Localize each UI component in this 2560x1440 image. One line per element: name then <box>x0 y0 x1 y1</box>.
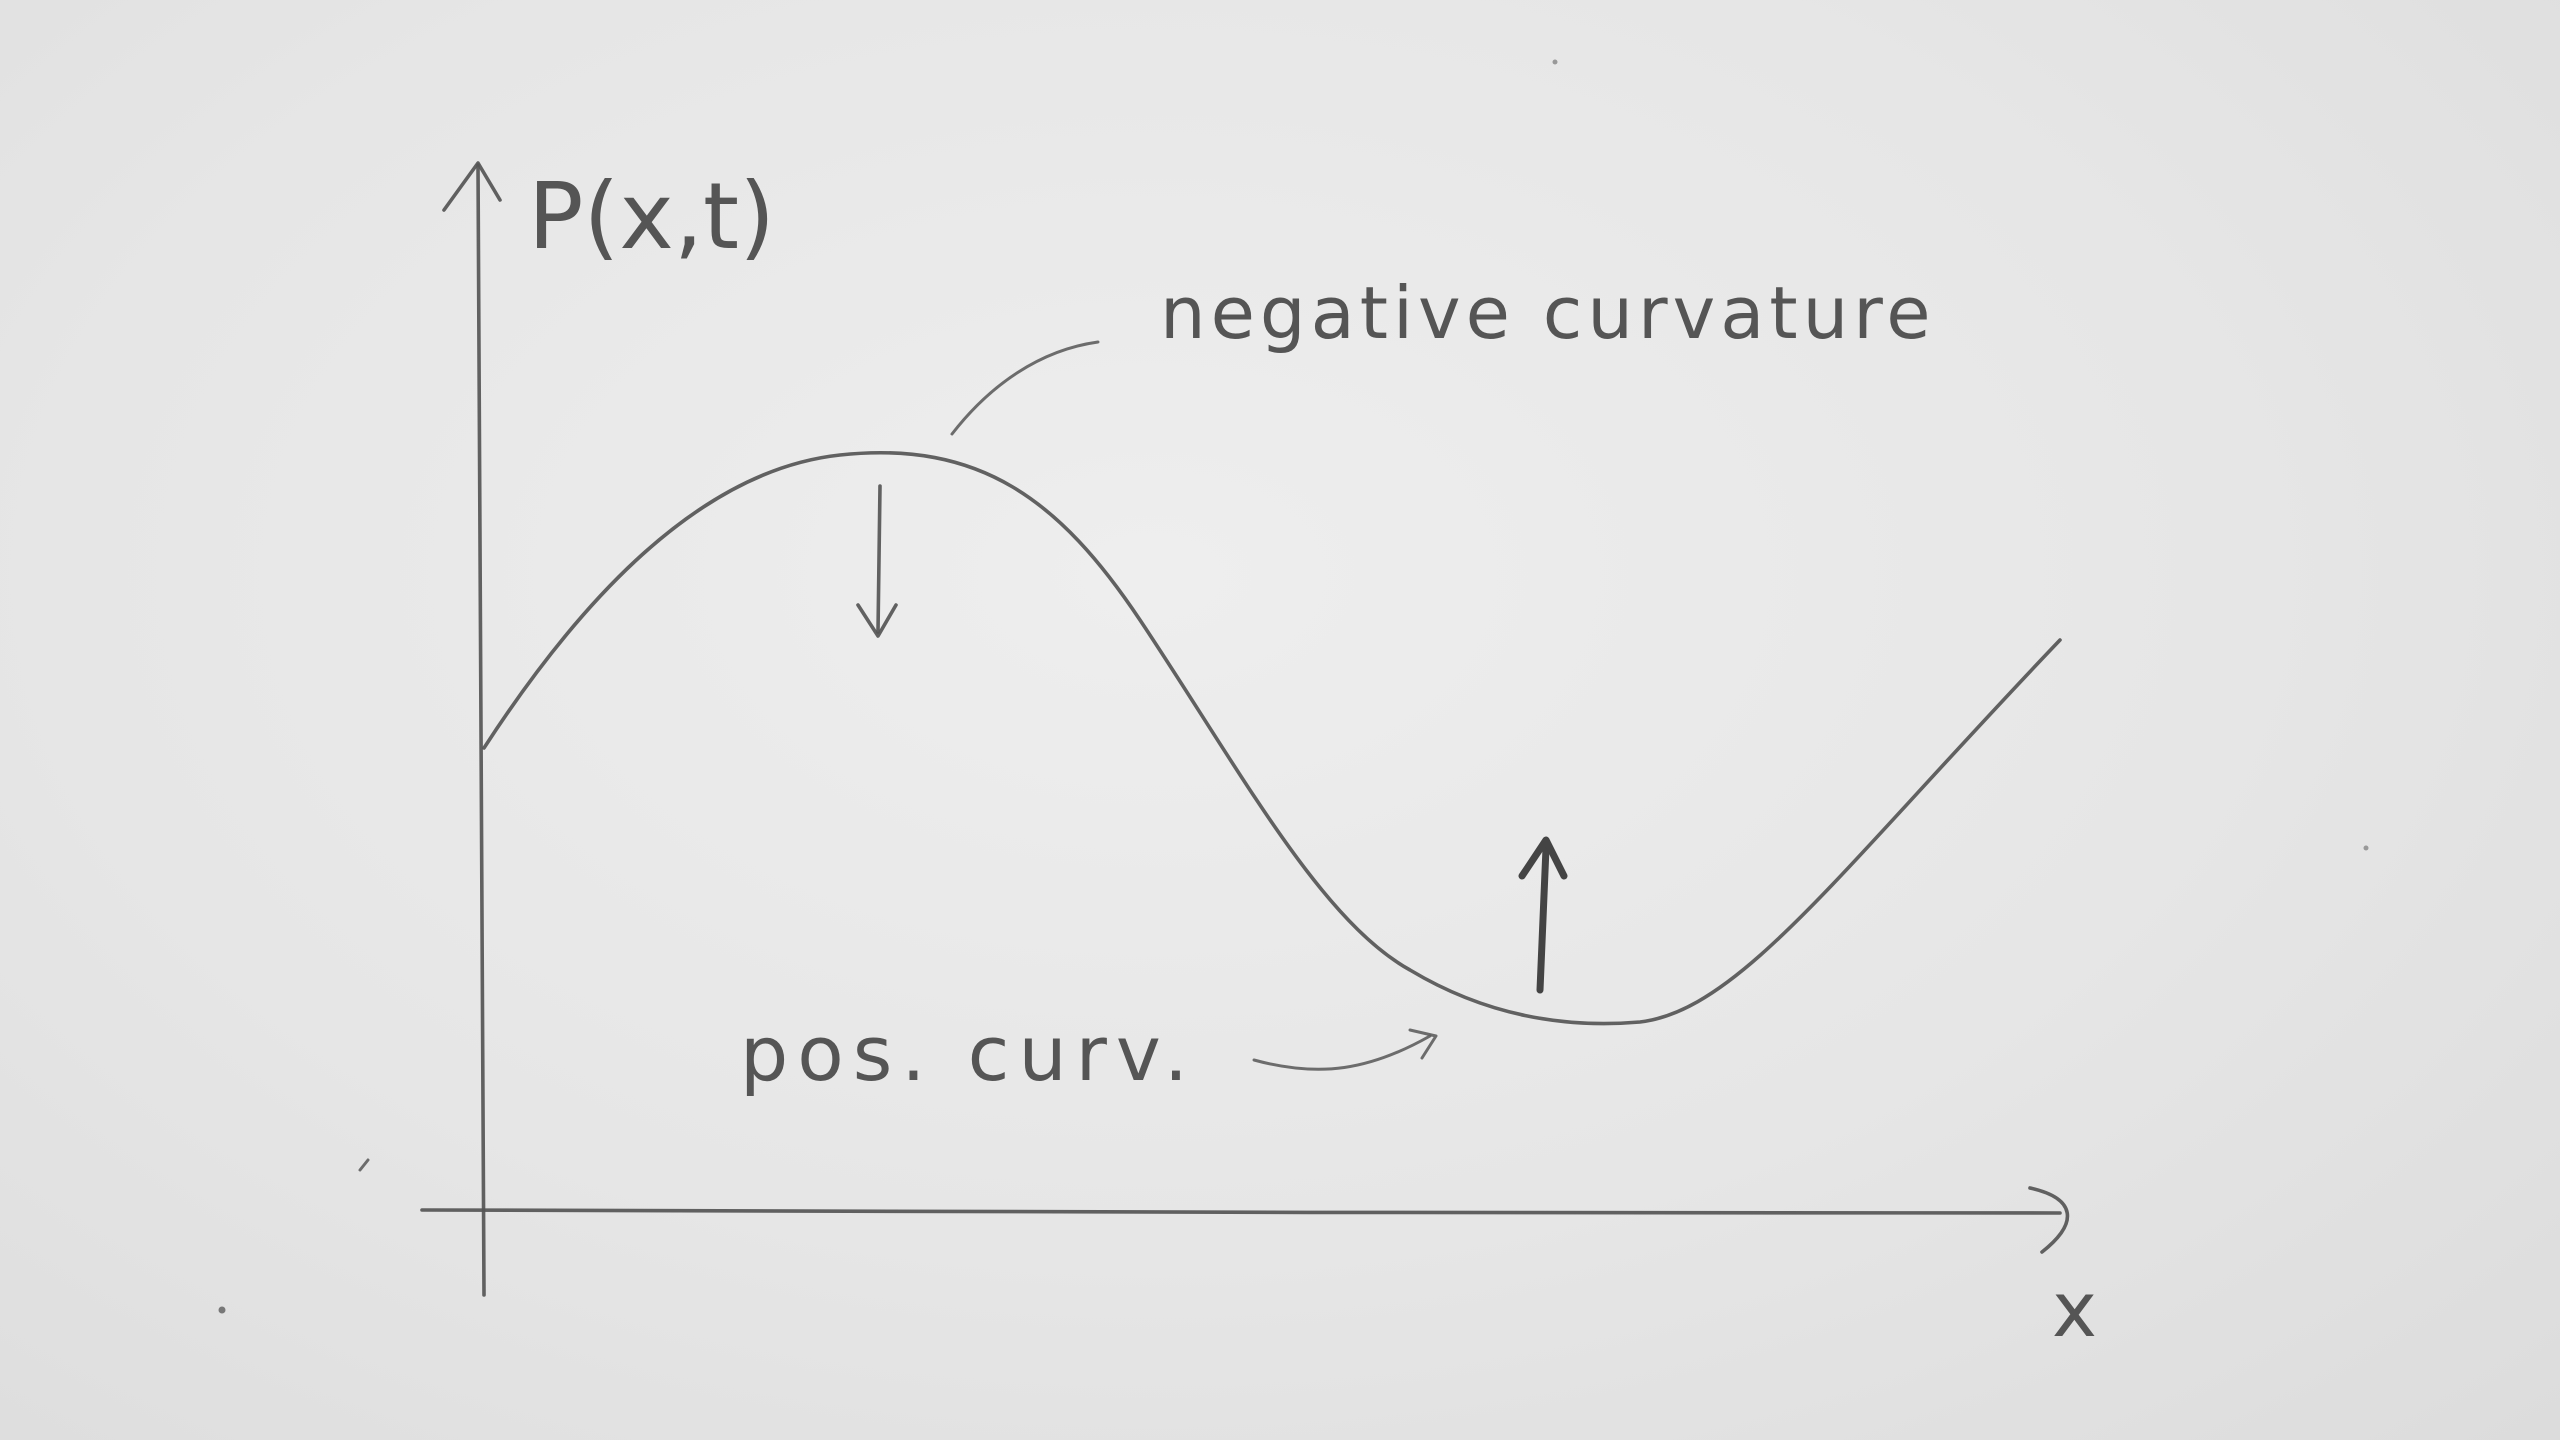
positive-curvature-label: pos. curv. <box>740 1009 1197 1098</box>
down-arrow-icon <box>856 484 898 638</box>
y-axis-line <box>476 163 486 1297</box>
positive-curvature-leader <box>1252 1034 1432 1071</box>
x-axis <box>420 1186 2070 1254</box>
y-axis-label: P(x,t) <box>528 163 775 270</box>
up-arrow-icon <box>1518 836 1568 994</box>
paper-specks <box>218 59 2369 1314</box>
x-axis-label: x <box>2052 1265 2097 1354</box>
positive-curvature-arrowhead-icon <box>1408 1028 1438 1060</box>
negative-curvature-label: negative curvature <box>1160 271 1936 355</box>
probability-curve <box>482 450 2062 1026</box>
x-axis-arrowhead-icon <box>2028 1186 2070 1254</box>
y-axis <box>442 161 502 1297</box>
negative-curvature-leader <box>950 340 1100 436</box>
y-axis-arrowhead-icon <box>442 161 502 212</box>
x-axis-line <box>420 1208 2062 1215</box>
